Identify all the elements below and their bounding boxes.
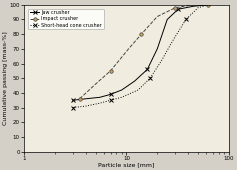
Jaw crusher (192, 5, 195, 7)
Jaw crusher (98, 96, 101, 98)
Jaw crusher (84, 98, 87, 100)
Jaw crusher (207, 4, 210, 6)
Jaw crusher (120, 89, 123, 91)
Impact crusher (127, 48, 130, 50)
Jaw crusher (177, 8, 180, 10)
Jaw crusher (109, 93, 112, 95)
Impact crusher (174, 7, 177, 9)
Short-head cone crusher (84, 105, 87, 107)
Impact crusher (140, 33, 143, 35)
Short-head cone crusher (197, 7, 200, 9)
Impact crusher (192, 4, 195, 6)
Short-head cone crusher (109, 99, 112, 101)
Short-head cone crusher (160, 59, 163, 62)
Line: Impact crusher: Impact crusher (78, 3, 210, 100)
Line: Jaw crusher: Jaw crusher (71, 3, 210, 102)
Short-head cone crusher (171, 40, 174, 42)
Impact crusher (207, 4, 210, 6)
Impact crusher (109, 70, 112, 72)
Jaw crusher (71, 99, 74, 101)
Short-head cone crusher (71, 107, 74, 109)
Short-head cone crusher (207, 4, 210, 6)
Impact crusher (156, 15, 159, 18)
Line: Short-head cone crusher: Short-head cone crusher (71, 3, 210, 109)
X-axis label: Particle size [mm]: Particle size [mm] (98, 162, 155, 167)
Jaw crusher (156, 48, 159, 50)
Y-axis label: Cumulative passing [mass-%]: Cumulative passing [mass-%] (3, 31, 8, 125)
Short-head cone crusher (98, 102, 101, 104)
Jaw crusher (146, 68, 149, 70)
Short-head cone crusher (149, 77, 151, 79)
Impact crusher (94, 83, 97, 85)
Short-head cone crusher (120, 96, 123, 98)
Legend: Jaw crusher, Impact crusher, Short-head cone crusher: Jaw crusher, Impact crusher, Short-head … (28, 9, 104, 29)
Short-head cone crusher (137, 89, 140, 91)
Jaw crusher (166, 19, 169, 21)
Impact crusher (78, 98, 81, 100)
Short-head cone crusher (184, 19, 187, 21)
Jaw crusher (133, 80, 136, 82)
